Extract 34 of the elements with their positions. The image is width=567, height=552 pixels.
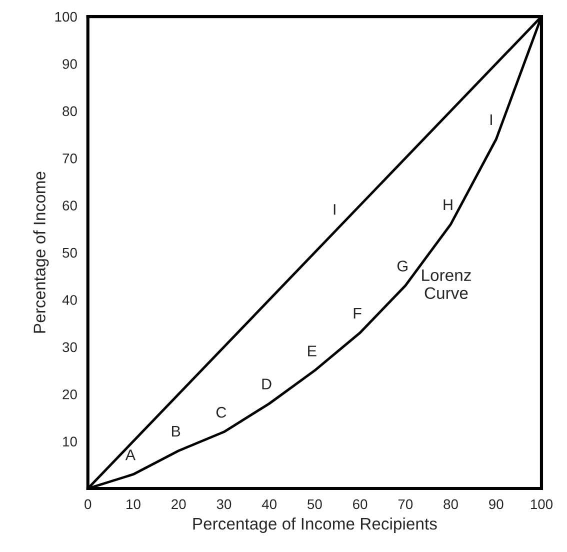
annotation: F <box>354 308 362 318</box>
x-tick-label: 10 <box>126 499 140 510</box>
x-tick-label: 60 <box>353 499 368 510</box>
y-tick-label: 60 <box>62 200 77 211</box>
annotation: H <box>444 199 452 210</box>
y-tick-label: 90 <box>62 59 77 69</box>
x-axis-title: Percentage of Income Recipients <box>193 517 437 533</box>
x-tick-label: 90 <box>489 499 504 510</box>
annotation: E <box>308 346 316 356</box>
x-tick-label: 20 <box>172 499 186 510</box>
y-tick-label: 20 <box>62 389 77 400</box>
y-tick-label: 50 <box>62 248 77 258</box>
y-tick-label: 30 <box>62 342 77 352</box>
annotation: Lorenz Curve <box>422 269 471 300</box>
y-tick-label: 10 <box>63 436 77 446</box>
x-tick-label: 30 <box>216 499 232 510</box>
x-tick-label: 80 <box>444 499 458 510</box>
y-tick-label: 80 <box>62 106 77 116</box>
annotation: C <box>216 406 226 418</box>
x-tick-label: 100 <box>530 499 553 510</box>
y-axis-title: Percentage of Income <box>33 172 49 333</box>
annotation: A <box>125 450 136 460</box>
annotation: I <box>334 204 336 215</box>
x-tick-label: 40 <box>262 499 277 510</box>
y-tick-label: 100 <box>55 12 77 22</box>
annotation: G <box>397 260 408 272</box>
annotation: I <box>490 114 492 125</box>
y-tick-label: 70 <box>62 153 77 164</box>
annotation: B <box>172 426 180 436</box>
x-tick-label: 70 <box>398 499 413 510</box>
x-tick-label: 50 <box>308 499 322 510</box>
y-tick-label: 40 <box>62 295 77 305</box>
x-tick-label: 0 <box>84 499 92 510</box>
annotation: D <box>262 378 272 390</box>
